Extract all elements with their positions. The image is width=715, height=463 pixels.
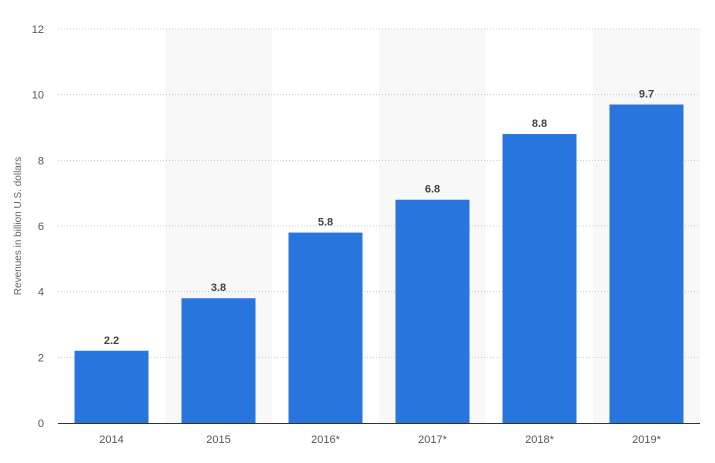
bar[interactable]: [288, 232, 363, 423]
y-axis-title: Revenues in billion U.S. dollars: [13, 157, 24, 295]
gridlines: [58, 28, 700, 358]
value-label: 8.8: [532, 118, 547, 130]
bar[interactable]: [181, 298, 256, 423]
y-tick-label: 0: [38, 418, 44, 430]
x-tick-label: 2017*: [418, 434, 447, 446]
x-tick-label: 2018*: [525, 434, 554, 446]
value-label: 6.8: [425, 184, 440, 196]
x-tick-label: 2015: [206, 434, 230, 446]
y-tick-label: 8: [38, 155, 44, 167]
bar[interactable]: [502, 134, 577, 424]
y-tick-label: 6: [38, 221, 44, 233]
bars: [74, 104, 684, 424]
y-tick-label: 12: [32, 24, 44, 36]
bar[interactable]: [395, 199, 470, 423]
bar[interactable]: [74, 350, 149, 423]
y-tick-label: 2: [38, 352, 44, 364]
y-tick-label: 10: [32, 90, 44, 102]
value-label: 2.2: [104, 335, 119, 347]
x-axis-ticks: 2014 2015 2016* 2017* 2018* 2019*: [99, 434, 661, 446]
bar[interactable]: [609, 104, 684, 424]
value-label: 5.8: [318, 217, 333, 229]
x-tick-label: 2014: [99, 434, 123, 446]
value-label: 9.7: [639, 89, 654, 101]
value-labels: 2.2 3.8 5.8 6.8 8.8 9.7: [104, 89, 654, 347]
y-tick-label: 4: [38, 287, 44, 299]
x-tick-label: 2016*: [311, 434, 340, 446]
y-axis-ticks: 0 2 4 6 8 10 12: [32, 24, 44, 430]
x-tick-label: 2019*: [632, 434, 661, 446]
value-label: 3.8: [211, 282, 226, 294]
